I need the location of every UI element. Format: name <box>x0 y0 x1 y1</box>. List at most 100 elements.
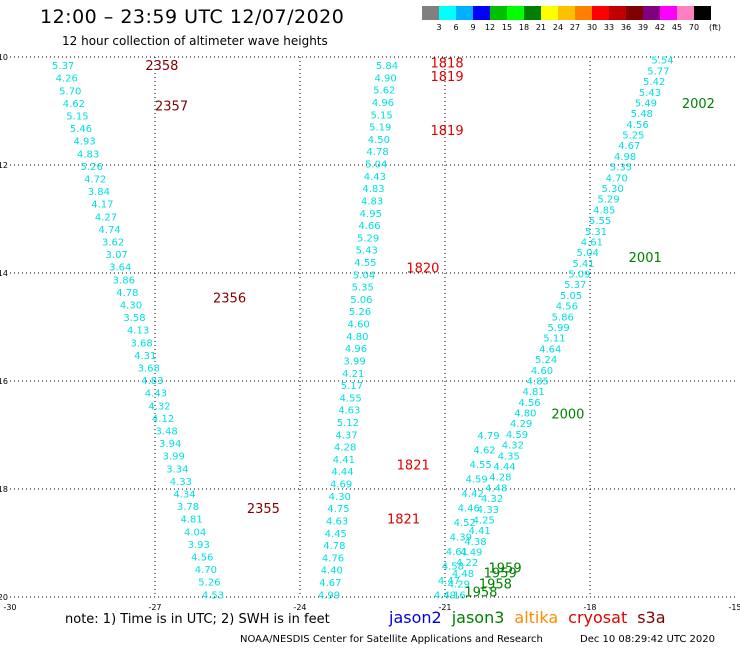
wave-height-value: 5.04 <box>353 270 375 281</box>
lon-tick-label: -30 <box>3 603 16 612</box>
wave-height-value: 3.93 <box>188 540 210 551</box>
wave-height-value: 5.55 <box>589 216 611 227</box>
pass-time-label: 1821 <box>397 459 430 474</box>
wave-height-value: 5.62 <box>373 86 395 97</box>
wave-height-value: 4.28 <box>334 443 356 454</box>
wave-height-value: 4.35 <box>498 451 520 462</box>
wave-height-value: 3.64 <box>109 263 131 274</box>
wave-height-value: 5.77 <box>647 66 669 77</box>
wave-height-value: 5.05 <box>560 291 582 302</box>
wave-height-value: 4.90 <box>375 73 397 84</box>
wave-height-value: 4.61 <box>446 547 468 558</box>
wave-height-value: 4.85 <box>593 205 615 216</box>
wave-height-value: 5.09 <box>568 270 590 281</box>
wave-height-value: 4.34 <box>173 490 195 501</box>
wave-height-value: 5.25 <box>622 131 644 142</box>
wave-height-value: 3.58 <box>123 313 145 324</box>
pass-time-label: 1958 <box>479 578 512 593</box>
pass-time-label: 1959 <box>489 561 522 576</box>
lon-tick-label: -18 <box>583 603 596 612</box>
wave-height-value: 4.59 <box>466 474 488 485</box>
wave-height-value: 3.34 <box>166 464 188 475</box>
lon-tick-label: -15 <box>728 603 740 612</box>
scale-swatch <box>592 6 609 20</box>
wave-height-value: 5.26 <box>81 162 103 173</box>
wave-height-value: 4.48 <box>485 483 507 494</box>
lon-tick-label: -21 <box>438 603 451 612</box>
scale-swatch <box>575 6 592 20</box>
scale-swatch <box>694 6 711 20</box>
wave-height-value: 5.46 <box>70 124 92 135</box>
wave-height-value: 4.30 <box>329 492 351 503</box>
wave-height-value: 5.86 <box>552 312 574 323</box>
wave-height-value: 4.76 <box>322 553 344 564</box>
wave-height-value: 4.58 <box>442 561 464 572</box>
wave-height-value: 5.37 <box>52 61 74 72</box>
wave-height-value: 4.27 <box>95 212 117 223</box>
wave-height-value: 5.15 <box>66 112 88 123</box>
wave-height-value: 4.32 <box>148 401 170 412</box>
wave-height-value: 4.60 <box>531 366 553 377</box>
scale-label: 6 <box>453 23 459 32</box>
scale-swatch <box>490 6 507 20</box>
scale-label: 21 <box>535 23 547 32</box>
wave-height-value: 5.29 <box>597 195 619 206</box>
wave-height-value: 4.67 <box>319 578 341 589</box>
lat-tick-label: -12 <box>0 161 8 170</box>
wave-height-value: 4.83 <box>362 184 384 195</box>
wave-height-value: 4.56 <box>626 120 648 131</box>
chart-subtitle: 12 hour collection of altimeter wave hei… <box>62 34 328 48</box>
wave-height-value: 4.30 <box>120 301 142 312</box>
wave-height-value: 4.56 <box>191 553 213 564</box>
wave-height-value: 5.43 <box>639 88 661 99</box>
note-text: note: 1) Time is in UTC; 2) SWH is in fe… <box>65 612 330 627</box>
wave-height-value: 4.41 <box>468 526 490 537</box>
wave-height-value: 4.21 <box>342 369 364 380</box>
wave-height-value: 4.55 <box>339 393 361 404</box>
wave-height-value: 5.35 <box>610 163 632 174</box>
chart-title: 12:00 – 23:59 UTC 12/07/2020 <box>40 6 345 28</box>
wave-height-value: 4.83 <box>141 376 163 387</box>
wave-height-value: 4.80 <box>514 409 536 420</box>
pass-time-label: 1821 <box>387 513 420 528</box>
wave-height-value: 4.43 <box>145 389 167 400</box>
wave-height-value: 4.26 <box>56 74 78 85</box>
scale-label: 12 <box>484 23 496 32</box>
wave-height-value: 4.62 <box>63 99 85 110</box>
wave-height-value: 4.46 <box>458 503 480 514</box>
pass-time-label: 1818 <box>431 56 464 71</box>
scale-label: 24 <box>552 23 564 32</box>
wave-height-value: 4.50 <box>368 135 390 146</box>
wave-height-value: 4.32 <box>481 494 503 505</box>
scale-swatch <box>541 6 558 20</box>
scale-label: 45 <box>671 23 683 32</box>
wave-height-value: 4.44 <box>331 467 353 478</box>
scale-label: 9 <box>470 23 476 32</box>
wave-height-value: 4.48 <box>452 569 474 580</box>
lon-tick-label: -24 <box>293 603 306 612</box>
scale-swatch <box>507 6 524 20</box>
lat-tick-label: -16 <box>0 377 8 386</box>
pass-time-label: 1959 <box>484 567 517 582</box>
lat-tick-label: -14 <box>0 269 8 278</box>
wave-height-value: 4.96 <box>345 344 367 355</box>
scale-label: 33 <box>603 23 615 32</box>
lat-tick-label: -18 <box>0 485 8 494</box>
wave-height-value: 4.33 <box>170 477 192 488</box>
wave-height-value: 4.63 <box>338 406 360 417</box>
wave-height-value: 4.78 <box>323 541 345 552</box>
wave-height-value: 5.42 <box>643 77 665 88</box>
wave-height-value: 3.84 <box>88 187 110 198</box>
wave-height-value: 4.96 <box>372 98 394 109</box>
wave-height-value: 3.68 <box>138 364 160 375</box>
scale-label: 27 <box>569 23 581 32</box>
wave-height-value: 3.86 <box>113 275 135 286</box>
wave-height-value: 4.22 <box>456 558 478 569</box>
scale-label: 3 <box>436 23 442 32</box>
scale-label: 30 <box>586 23 598 32</box>
wave-height-value: 4.99 <box>318 590 340 601</box>
wave-height-value: 4.55 <box>469 460 491 471</box>
scale-swatch <box>439 6 456 20</box>
wave-height-value: 5.29 <box>357 233 379 244</box>
wave-height-value: 4.80 <box>346 332 368 343</box>
